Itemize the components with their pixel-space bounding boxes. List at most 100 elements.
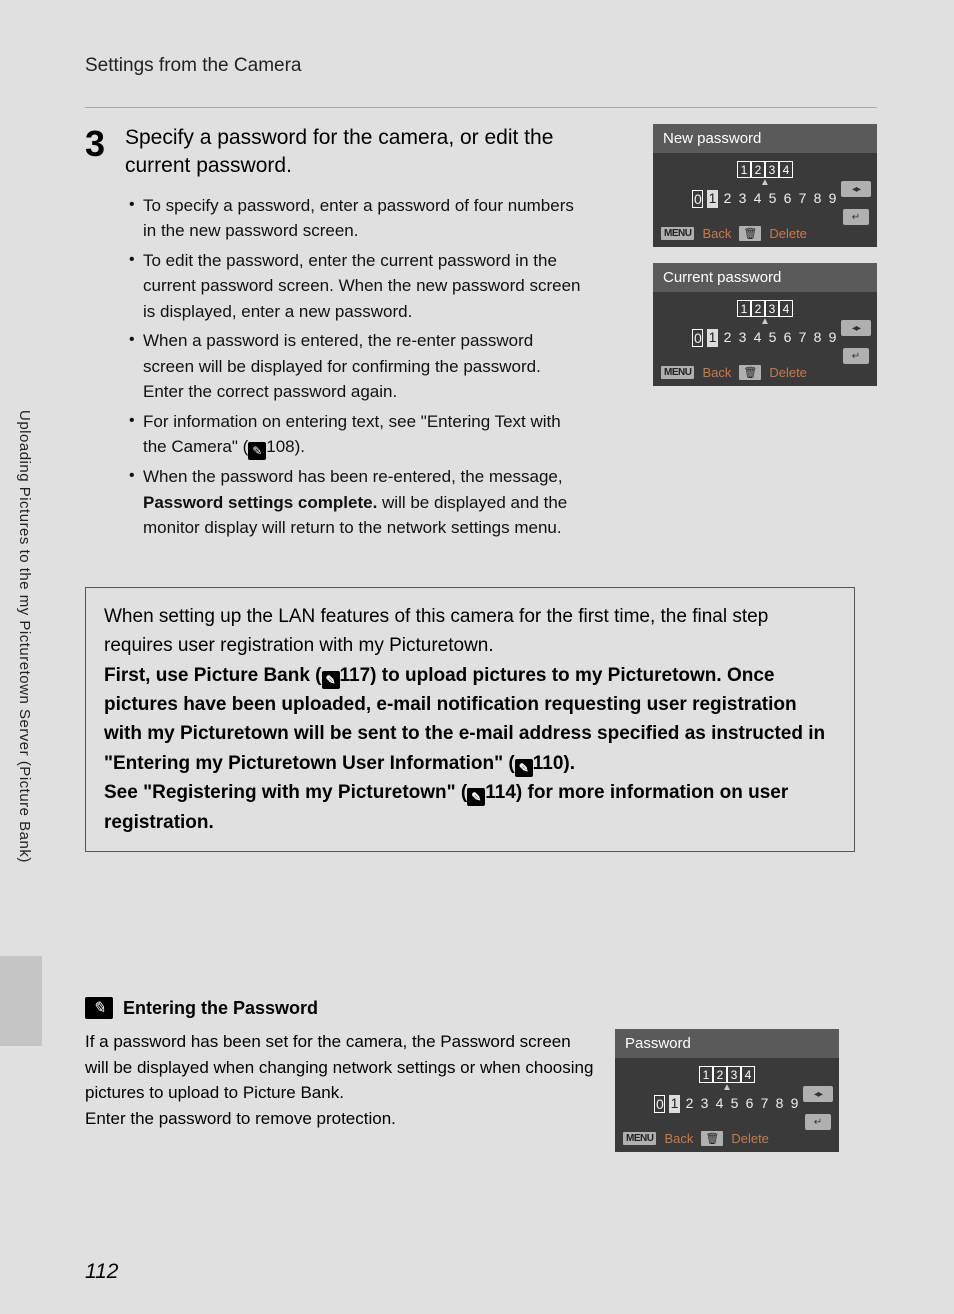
note-para1: If a password has been set for the camer… bbox=[85, 1029, 595, 1106]
sidebar-tab: Uploading Pictures to the my Picturetown… bbox=[16, 410, 48, 1050]
page-header: Settings from the Camera bbox=[85, 55, 877, 77]
num: 5 bbox=[767, 329, 778, 347]
ref-icon: ✎ bbox=[467, 788, 485, 806]
num-selected: 1 bbox=[707, 190, 718, 208]
num: 4 bbox=[752, 329, 763, 347]
back-label: Back bbox=[702, 226, 731, 241]
info-bold-block: First, use Picture Bank (✎117) to upload… bbox=[104, 661, 836, 779]
num: 2 bbox=[722, 329, 733, 347]
num: 5 bbox=[767, 190, 778, 208]
screen-password: Password 1 2 3 4 ▲ 0 1 2 3 4 bbox=[615, 1029, 839, 1152]
num: 7 bbox=[797, 329, 808, 347]
note-para2: Enter the password to remove protection. bbox=[85, 1106, 595, 1132]
step-heading: Specify a password for the camera, or ed… bbox=[125, 124, 605, 181]
num: 9 bbox=[827, 190, 838, 208]
page-number: 112 bbox=[85, 1260, 118, 1284]
num: 6 bbox=[782, 190, 793, 208]
info-intro: When setting up the LAN features of this… bbox=[104, 602, 836, 661]
page-content: Settings from the Camera 3 Specify a pas… bbox=[85, 55, 877, 1255]
num: 2 bbox=[722, 190, 733, 208]
num: 3 bbox=[737, 329, 748, 347]
num: 4 bbox=[752, 190, 763, 208]
bullet-5: When the password has been re-entered, t… bbox=[125, 464, 585, 541]
ref-icon: ✎ bbox=[322, 671, 340, 689]
num: 5 bbox=[729, 1095, 740, 1113]
bullet-3: When a password is entered, the re-enter… bbox=[125, 328, 585, 405]
bullet-2: To edit the password, enter the current … bbox=[125, 248, 585, 325]
digit-box: 2 bbox=[751, 161, 765, 178]
bullet-4-pre: For information on entering text, see "E… bbox=[143, 412, 561, 457]
digit-display: 1 2 3 4 bbox=[653, 300, 877, 317]
enter-icon: ↵ bbox=[805, 1114, 831, 1130]
trash-icon: 🗑 bbox=[739, 365, 761, 380]
screen-new-password: New password 1 2 3 4 ▲ 0 1 2 3 4 bbox=[653, 124, 877, 247]
delete-label: Delete bbox=[769, 365, 807, 380]
num: 8 bbox=[812, 190, 823, 208]
sidebar-label: Uploading Pictures to the my Picturetown… bbox=[16, 410, 33, 950]
num: 6 bbox=[744, 1095, 755, 1113]
screen-current-password: Current password 1 2 3 4 ▲ 0 1 2 3 4 bbox=[653, 263, 877, 386]
digit-box: 3 bbox=[765, 300, 779, 317]
digit-box: 3 bbox=[765, 161, 779, 178]
num: 7 bbox=[797, 190, 808, 208]
nav-arrows-icon: ◂▸ bbox=[841, 181, 871, 197]
screen-footer: MENU Back 🗑 Delete bbox=[615, 1127, 839, 1152]
screens-column: New password 1 2 3 4 ▲ 0 1 2 3 4 bbox=[653, 124, 877, 402]
bullet-1: To specify a password, enter a password … bbox=[125, 193, 585, 244]
trash-icon: 🗑 bbox=[701, 1131, 723, 1146]
note-body: If a password has been set for the camer… bbox=[85, 1029, 595, 1152]
digit-box: 4 bbox=[779, 161, 793, 178]
bullet-5-bold: Password settings complete. bbox=[143, 493, 377, 512]
num-selected: 1 bbox=[669, 1095, 680, 1113]
bullet-5-pre: When the password has been re-entered, t… bbox=[143, 467, 563, 486]
num: 3 bbox=[737, 190, 748, 208]
bullet-4: For information on entering text, see "E… bbox=[125, 409, 585, 461]
note-title: Entering the Password bbox=[123, 998, 318, 1019]
divider bbox=[85, 107, 877, 108]
bullet-4-post: ). bbox=[295, 437, 305, 456]
bullet-4-ref: 108 bbox=[266, 437, 294, 456]
back-label: Back bbox=[664, 1131, 693, 1146]
num: 9 bbox=[789, 1095, 800, 1113]
delete-label: Delete bbox=[731, 1131, 769, 1146]
delete-label: Delete bbox=[769, 226, 807, 241]
num: 0 bbox=[692, 329, 703, 347]
num: 0 bbox=[654, 1095, 665, 1113]
screen-title: Current password bbox=[653, 263, 877, 292]
info-l1-ref2: 110 bbox=[533, 753, 564, 774]
num: 7 bbox=[759, 1095, 770, 1113]
digit-box: 4 bbox=[741, 1066, 755, 1083]
digit-box: 3 bbox=[727, 1066, 741, 1083]
num: 6 bbox=[782, 329, 793, 347]
digit-box: 2 bbox=[713, 1066, 727, 1083]
digit-display: 1 2 3 4 bbox=[615, 1066, 839, 1083]
digit-box: 1 bbox=[699, 1066, 713, 1083]
digit-box: 2 bbox=[751, 300, 765, 317]
enter-icon: ↵ bbox=[843, 348, 869, 364]
back-label: Back bbox=[702, 365, 731, 380]
sidebar-thumb-block bbox=[0, 956, 42, 1046]
info-line2: See "Registering with my Picturetown" (✎… bbox=[104, 778, 836, 837]
info-l1-pre: First, use Picture Bank ( bbox=[104, 665, 322, 686]
nav-arrows-icon: ◂▸ bbox=[803, 1086, 833, 1102]
num-selected: 1 bbox=[707, 329, 718, 347]
trash-icon: 🗑 bbox=[739, 226, 761, 241]
digit-display: 1 2 3 4 bbox=[653, 161, 877, 178]
digit-box: 4 bbox=[779, 300, 793, 317]
num: 4 bbox=[714, 1095, 725, 1113]
screen-footer: MENU Back 🗑 Delete bbox=[653, 361, 877, 386]
ref-icon: ✎ bbox=[515, 759, 533, 777]
info-box: When setting up the LAN features of this… bbox=[85, 587, 855, 853]
num: 9 bbox=[827, 329, 838, 347]
ref-icon: ✎ bbox=[248, 442, 266, 460]
info-l2-ref: 114 bbox=[485, 782, 516, 803]
info-l2-pre: See "Registering with my Picturetown" ( bbox=[104, 782, 467, 803]
info-l1-end: ). bbox=[563, 753, 575, 774]
enter-icon: ↵ bbox=[843, 209, 869, 225]
num: 8 bbox=[812, 329, 823, 347]
num: 8 bbox=[774, 1095, 785, 1113]
note-section: ✎ Entering the Password If a password ha… bbox=[85, 997, 855, 1152]
menu-button-icon: MENU bbox=[661, 366, 694, 379]
screen-title: Password bbox=[615, 1029, 839, 1058]
screen-footer: MENU Back 🗑 Delete bbox=[653, 222, 877, 247]
